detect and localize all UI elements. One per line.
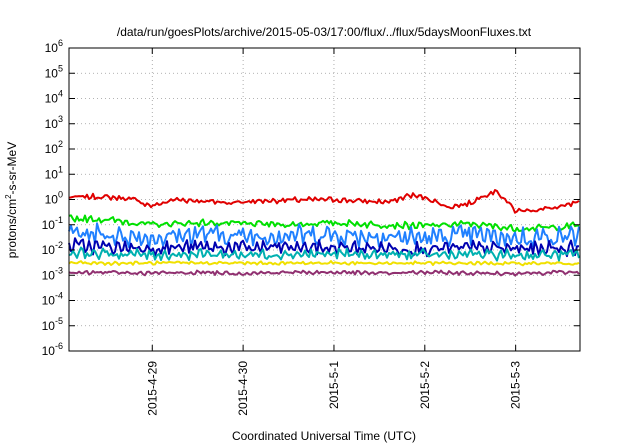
grid xyxy=(69,48,580,351)
y-tick-label: 10-1 xyxy=(42,215,63,232)
x-tick-label: 2015-4-30 xyxy=(236,361,250,416)
series-line xyxy=(68,189,580,214)
y-tick-label: 104 xyxy=(45,89,63,106)
y-axis-label-superscript: 2 xyxy=(4,194,13,199)
series-line xyxy=(68,222,580,251)
y-tick-label: 10-5 xyxy=(42,316,63,333)
y-tick-label: 10-4 xyxy=(42,291,63,308)
y-tick-label: 106 xyxy=(45,38,63,55)
x-tick-label: 2015-5-1 xyxy=(327,361,341,409)
y-axis: 10-6 10-5 10-4 10-3 10-2 10-1 100 101 102 103 104 1… xyxy=(42,38,580,358)
y-tick-label: 103 xyxy=(45,114,63,131)
y-tick-label: 102 xyxy=(45,139,63,156)
series-lines xyxy=(68,189,580,277)
y-axis-label-units: -s-sr-MeV xyxy=(5,142,19,195)
y-axis-label-base: protons/cm xyxy=(5,199,19,258)
series-line xyxy=(68,246,580,262)
chart-title: /data/run/goesPlots/archive/2015-05-03/1… xyxy=(117,25,532,39)
x-tick-label: 2015-5-2 xyxy=(418,361,432,409)
y-tick-label: 100 xyxy=(45,190,63,207)
x-tick-label: 2015-5-3 xyxy=(509,361,523,409)
y-tick-label: 10-3 xyxy=(42,265,63,282)
series-line xyxy=(68,214,580,233)
y-tick-label: 10-6 xyxy=(42,341,63,358)
y-tick-label: 105 xyxy=(45,63,63,80)
y-axis-label: protons/cm2-s-sr-MeV xyxy=(4,142,19,258)
x-tick-label: 2015-4-29 xyxy=(145,361,159,416)
x-axis: 2015-4-29 2015-4-30 2015-5-1 2015-5-2 2015-5… xyxy=(145,48,523,416)
y-tick-label: 10-2 xyxy=(42,240,63,257)
series-line xyxy=(68,269,580,277)
series-line xyxy=(68,260,580,267)
y-tick-label: 101 xyxy=(45,164,63,181)
x-axis-label: Coordinated Universal Time (UTC) xyxy=(232,429,416,443)
